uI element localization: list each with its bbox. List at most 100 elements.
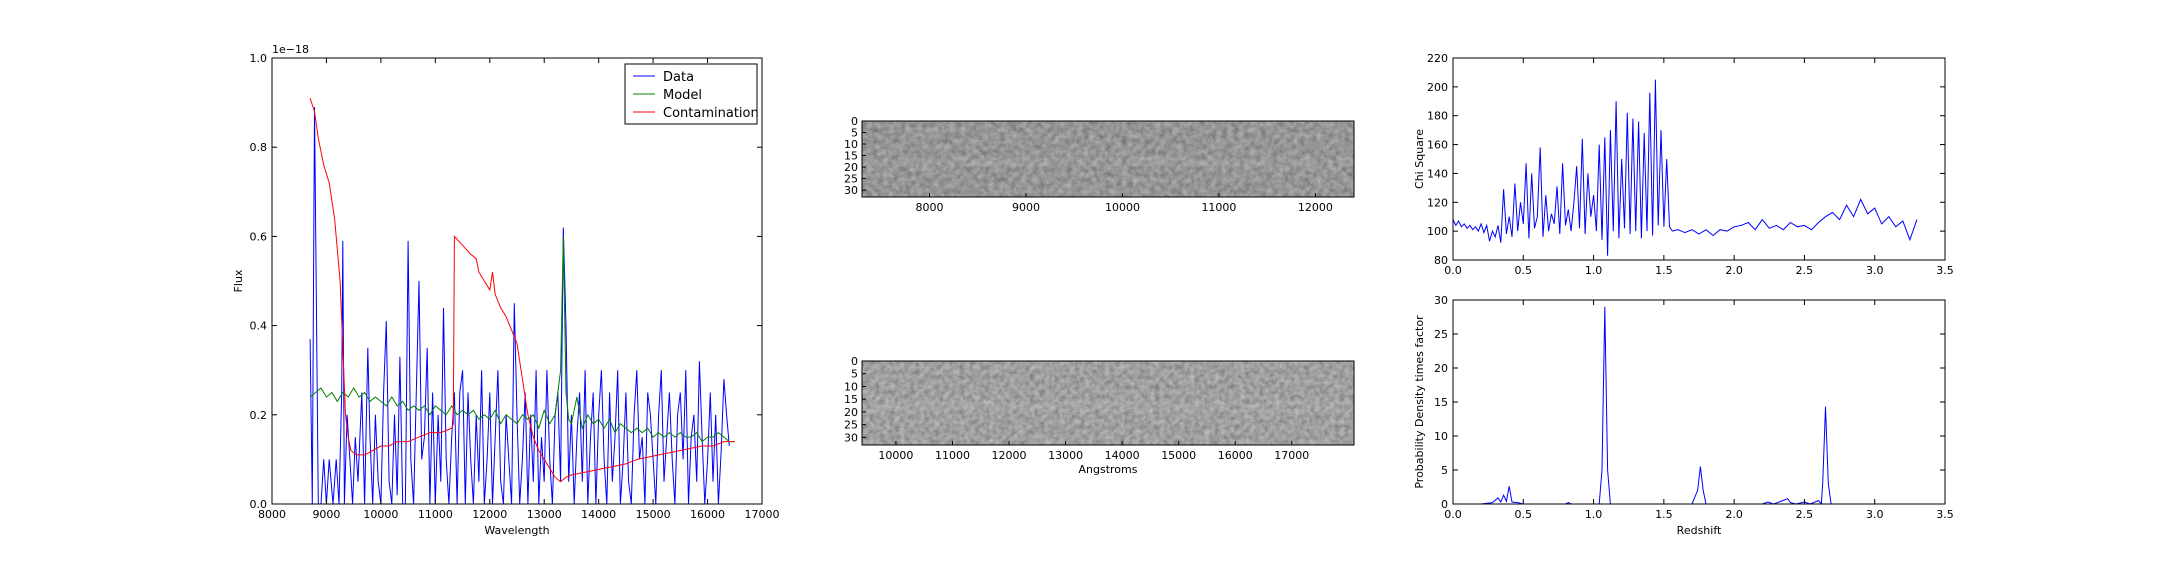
x-tick-label: 9000	[312, 508, 340, 521]
y-tick-label: 5	[1441, 464, 1448, 477]
y-tick-label: 5	[851, 368, 858, 381]
x-tick-label: 10000	[363, 508, 398, 521]
x-tick-label: 13000	[1048, 449, 1083, 462]
x-tick-label: 2.0	[1725, 264, 1743, 277]
y-tick-label: 5	[851, 127, 858, 140]
x-tick-label: 11000	[1201, 201, 1236, 214]
y-tick-label: 25	[844, 419, 858, 432]
x-tick-label: 13000	[527, 508, 562, 521]
y-tick-label: 30	[1434, 294, 1448, 307]
plot-frame	[1452, 57, 1946, 261]
plot-frame	[1452, 299, 1946, 505]
y-tick-label: 160	[1427, 139, 1448, 152]
legend-entry-model: Model	[663, 88, 702, 103]
y-tick-label: 0	[1441, 498, 1448, 511]
y-tick-label: 30	[844, 184, 858, 197]
axis-offset-text: 1e−18	[272, 43, 309, 56]
x-tick-label: 12000	[1298, 201, 1333, 214]
y-tick-label: 0	[851, 355, 858, 368]
x-tick-label: 9000	[1012, 201, 1040, 214]
chi-square-panel: 0.0 0.5 1.0 1.5 2.0 2.5 3.0 3.5 80 100 120 140 160 18…	[1413, 52, 1954, 277]
x-tick-label: 17000	[745, 508, 780, 521]
y-tick-label: 140	[1427, 167, 1448, 180]
trace-band	[862, 157, 1354, 167]
x-tick-label: 3.5	[1936, 264, 1954, 277]
x-tick-label: 12000	[472, 508, 507, 521]
x-tick-label: 16000	[1218, 449, 1253, 462]
y-tick-label: 1.0	[250, 52, 268, 65]
series-line-chi-square	[1453, 79, 1918, 256]
x-tick-label: 1.0	[1585, 264, 1603, 277]
y-tick-label: 180	[1427, 110, 1448, 123]
y-tick-label: 10	[844, 380, 858, 393]
x-tick-label: 1.5	[1655, 264, 1673, 277]
y-tick-label: 15	[844, 150, 858, 163]
probability-density-panel: 0.0 0.5 1.0 1.5 2.0 2.5 3.0 3.5 0 5 10 15 20 25 30 Reds…	[1413, 294, 1954, 537]
x-axis-label: Angstroms	[1079, 463, 1138, 476]
y-tick-label: 0.8	[250, 141, 268, 154]
y-tick-label: 200	[1427, 81, 1448, 94]
spectrum-panel: 8000 9000 10000 11000 12000 13000 14000 15000 16…	[232, 43, 780, 537]
x-tick-label: 1.5	[1655, 508, 1673, 521]
y-tick-label: 0.6	[250, 230, 268, 243]
y-tick-label: 10	[1434, 430, 1448, 443]
y-tick-label: 20	[844, 161, 858, 174]
x-tick-label: 10000	[878, 449, 913, 462]
x-tick-label: 12000	[992, 449, 1027, 462]
plot-frame	[861, 360, 1355, 446]
trace-band	[862, 401, 1354, 412]
plot-frame	[271, 57, 763, 505]
y-tick-label: 15	[1434, 396, 1448, 409]
y-tick-label: 15	[844, 393, 858, 406]
y-tick-label: 0.2	[250, 409, 268, 422]
y-axis-label: Chi Square	[1413, 129, 1426, 189]
series-line-data	[309, 107, 730, 504]
x-tick-label: 2.0	[1725, 508, 1743, 521]
y-tick-label: 100	[1427, 225, 1448, 238]
series-line-probability-density	[1453, 306, 1917, 504]
x-tick-label: 3.0	[1866, 508, 1884, 521]
y-tick-label: 0.0	[250, 498, 268, 511]
y-axis-label: Probability Density times factor	[1413, 315, 1426, 489]
x-axis-label: Wavelength	[484, 524, 549, 537]
x-tick-label: 0.5	[1515, 264, 1533, 277]
legend-entry-data: Data	[663, 70, 694, 85]
y-tick-label: 25	[1434, 328, 1448, 341]
y-tick-label: 10	[844, 138, 858, 151]
x-tick-label: 15000	[636, 508, 671, 521]
x-tick-label: 1.0	[1585, 508, 1603, 521]
spectrum-image	[862, 121, 1354, 197]
y-tick-label: 25	[844, 173, 858, 186]
x-tick-label: 16000	[690, 508, 725, 521]
x-tick-label: 11000	[935, 449, 970, 462]
x-tick-label: 0.0	[1444, 264, 1462, 277]
y-tick-label: 20	[844, 406, 858, 419]
y-tick-label: 0	[851, 115, 858, 128]
y-tick-label: 120	[1427, 196, 1448, 209]
y-tick-label: 30	[844, 431, 858, 444]
x-tick-label: 10000	[1105, 201, 1140, 214]
x-tick-label: 11000	[418, 508, 453, 521]
x-tick-label: 0.5	[1515, 508, 1533, 521]
x-tick-label: 14000	[1105, 449, 1140, 462]
y-tick-label: 220	[1427, 52, 1448, 65]
x-axis-label: Redshift	[1677, 524, 1722, 537]
x-tick-label: 3.5	[1936, 508, 1954, 521]
plot-frame	[861, 120, 1355, 198]
x-tick-label: 8000	[916, 201, 944, 214]
x-tick-label: 0.0	[1444, 508, 1462, 521]
legend-entry-contamination: Contamination	[663, 106, 759, 121]
y-tick-label: 0.4	[250, 320, 268, 333]
legend: Data Model Contamination	[624, 63, 759, 125]
spectrum-image	[862, 361, 1354, 445]
y-tick-label: 20	[1434, 362, 1448, 375]
y-tick-label: 80	[1434, 254, 1448, 267]
series-line-model	[309, 236, 735, 443]
x-tick-label: 2.5	[1796, 264, 1814, 277]
x-tick-label: 15000	[1161, 449, 1196, 462]
x-tick-label: 3.0	[1866, 264, 1884, 277]
x-tick-label: 8000	[258, 508, 286, 521]
